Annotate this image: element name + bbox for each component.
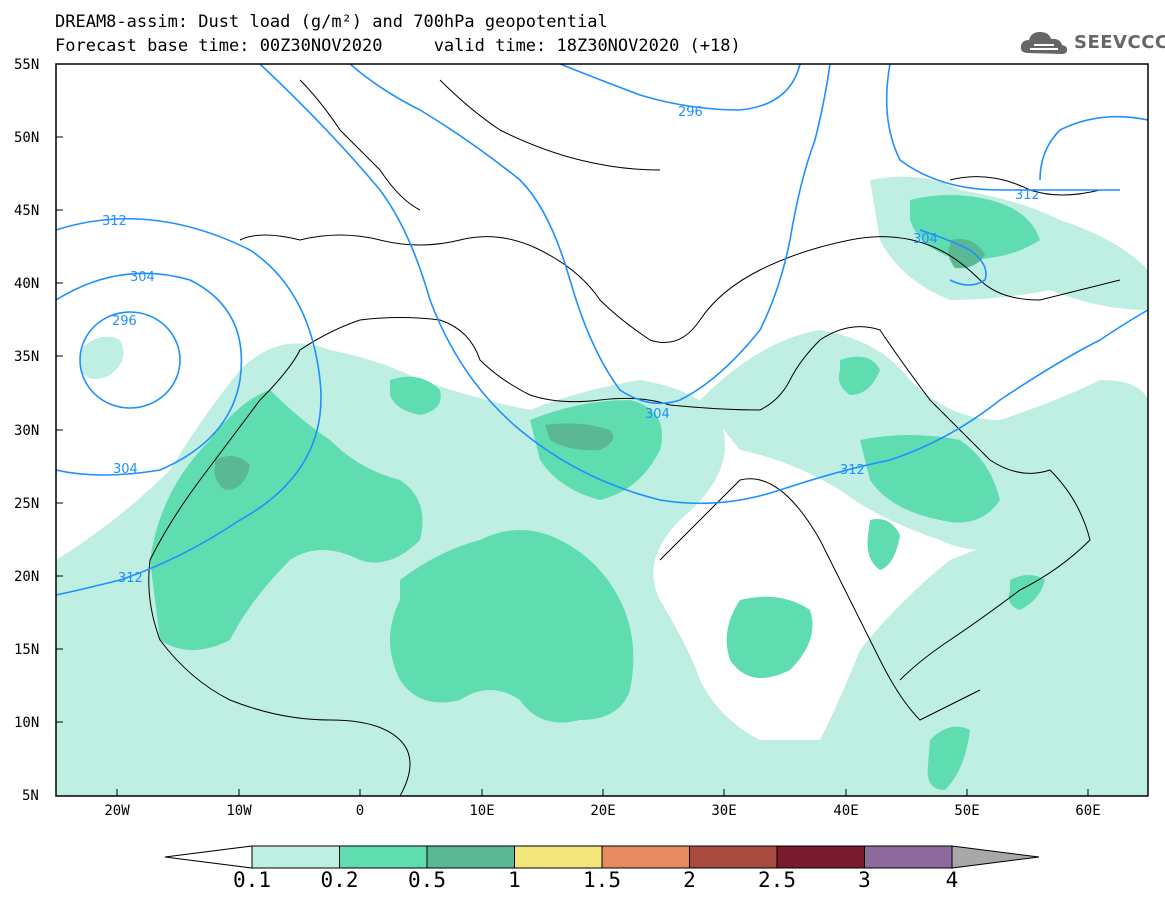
lon-label: 20W	[104, 803, 130, 819]
colorbar-label: 1.5	[583, 868, 621, 892]
contour-label: 312	[118, 571, 143, 586]
lon-label: 50E	[954, 803, 979, 819]
colorbar-label: 2.5	[758, 868, 796, 892]
colorbar-segment	[426, 845, 515, 869]
contour-label: 312	[102, 214, 127, 229]
colorbar-label: 3	[858, 868, 871, 892]
lon-label: 40E	[833, 803, 858, 819]
colorbar-label: 2	[683, 868, 696, 892]
colorbar-over-arrow	[951, 845, 1040, 869]
lat-label: 20N	[14, 569, 39, 585]
contour-labels: 296 312 304 296 304 312 304 312 312 304	[102, 105, 1040, 586]
contour-label: 304	[913, 232, 938, 247]
lat-label: 5N	[22, 788, 39, 804]
latitude-axis: 55N 50N 45N 40N 35N 30N 25N 20N 15N 10N …	[14, 57, 63, 804]
colorbar-label: 0.5	[408, 868, 446, 892]
contour-label: 304	[130, 270, 155, 285]
colorbar-label: 0.1	[233, 868, 271, 892]
colorbar-segment	[601, 845, 690, 869]
lat-label: 50N	[14, 130, 39, 146]
lat-label: 35N	[14, 349, 39, 365]
dust-level-medium	[150, 195, 1045, 790]
forecast-times: Forecast base time: 00Z30NOV2020 valid t…	[55, 36, 741, 56]
colorbar-segment	[514, 845, 603, 869]
dust-level-dark	[214, 239, 985, 490]
lat-label: 55N	[14, 57, 39, 73]
lon-label: 0	[356, 803, 364, 819]
cloud-icon	[1020, 32, 1068, 54]
lat-label: 40N	[14, 276, 39, 292]
contour-label: 296	[112, 314, 137, 329]
colorbar-segment	[776, 845, 865, 869]
contour-label: 304	[645, 407, 670, 422]
lon-label: 30E	[711, 803, 736, 819]
colorbar	[164, 845, 1040, 869]
logo-text: SEEVCCC	[1074, 31, 1165, 53]
geopotential-contours	[56, 64, 1148, 596]
contour-label: 312	[840, 463, 865, 478]
lat-label: 30N	[14, 423, 39, 439]
lat-label: 45N	[14, 203, 39, 219]
lon-label: 10E	[469, 803, 494, 819]
chart-title: DREAM8-assim: Dust load (g/m²) and 700hP…	[55, 12, 608, 32]
seevccc-logo: SEEVCCC	[1018, 26, 1165, 58]
coastlines	[148, 79, 1121, 796]
lat-label: 15N	[14, 642, 39, 658]
colorbar-segment	[339, 845, 428, 869]
lon-label: 10W	[226, 803, 252, 819]
colorbar-label: 1	[508, 868, 521, 892]
lat-label: 25N	[14, 496, 39, 512]
dust-field: 296 312 304 296 304 312 304 312 312 304	[56, 64, 1148, 796]
colorbar-label: 4	[945, 868, 959, 892]
colorbar-label: 0.2	[320, 868, 359, 892]
contour-label: 296	[678, 105, 703, 120]
longitude-axis: 20W 10W 0 10E 20E 30E 40E 50E 60E	[104, 789, 1101, 819]
colorbar-segment	[689, 845, 778, 869]
colorbar-under-arrow	[164, 845, 253, 869]
contour-label: 312	[1015, 188, 1040, 203]
lat-label: 10N	[14, 715, 39, 731]
contour-label: 304	[113, 462, 138, 477]
colorbar-segment	[864, 845, 953, 869]
lon-label: 20E	[590, 803, 615, 819]
colorbar-segment	[251, 845, 340, 869]
lon-label: 60E	[1075, 803, 1100, 819]
